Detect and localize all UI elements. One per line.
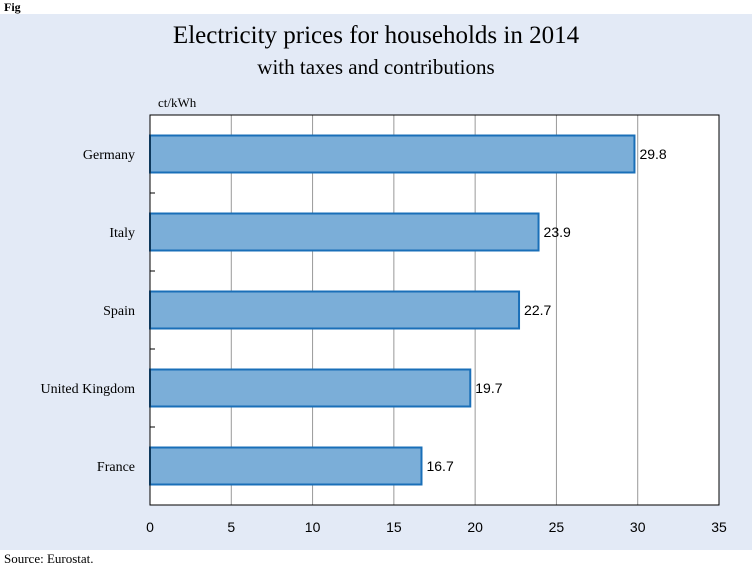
bar [149, 368, 472, 408]
unit-label: ct/kWh [158, 95, 197, 110]
x-tick-label: 0 [146, 519, 154, 535]
data-label: 19.7 [475, 380, 502, 396]
data-label: 29.8 [639, 146, 666, 162]
x-tick-label: 10 [305, 519, 321, 535]
data-label: 16.7 [426, 458, 453, 474]
x-tick-label: 35 [711, 519, 727, 535]
category-label: United Kingdom [41, 382, 136, 397]
x-tick-label: 25 [549, 519, 565, 535]
category-label: France [97, 460, 135, 475]
bar [149, 446, 423, 486]
plot-border [149, 114, 720, 506]
bar [149, 134, 636, 174]
figure-label: Fig [4, 0, 21, 14]
x-tick-label: 30 [630, 519, 646, 535]
x-tick-label: 15 [386, 519, 402, 535]
category-label: Germany [83, 148, 135, 163]
data-label: 23.9 [544, 224, 571, 240]
category-label: Spain [103, 304, 135, 319]
x-tick-label: 20 [467, 519, 483, 535]
x-tick-label: 5 [227, 519, 235, 535]
data-label: 22.7 [524, 302, 551, 318]
category-label: Italy [109, 226, 135, 241]
bar [149, 290, 521, 330]
source-note: Source: Eurostat. [4, 551, 94, 566]
chart-subtitle: with taxes and contributions [257, 55, 495, 79]
chart-title: Electricity prices for households in 201… [172, 22, 580, 49]
bar [149, 212, 540, 252]
